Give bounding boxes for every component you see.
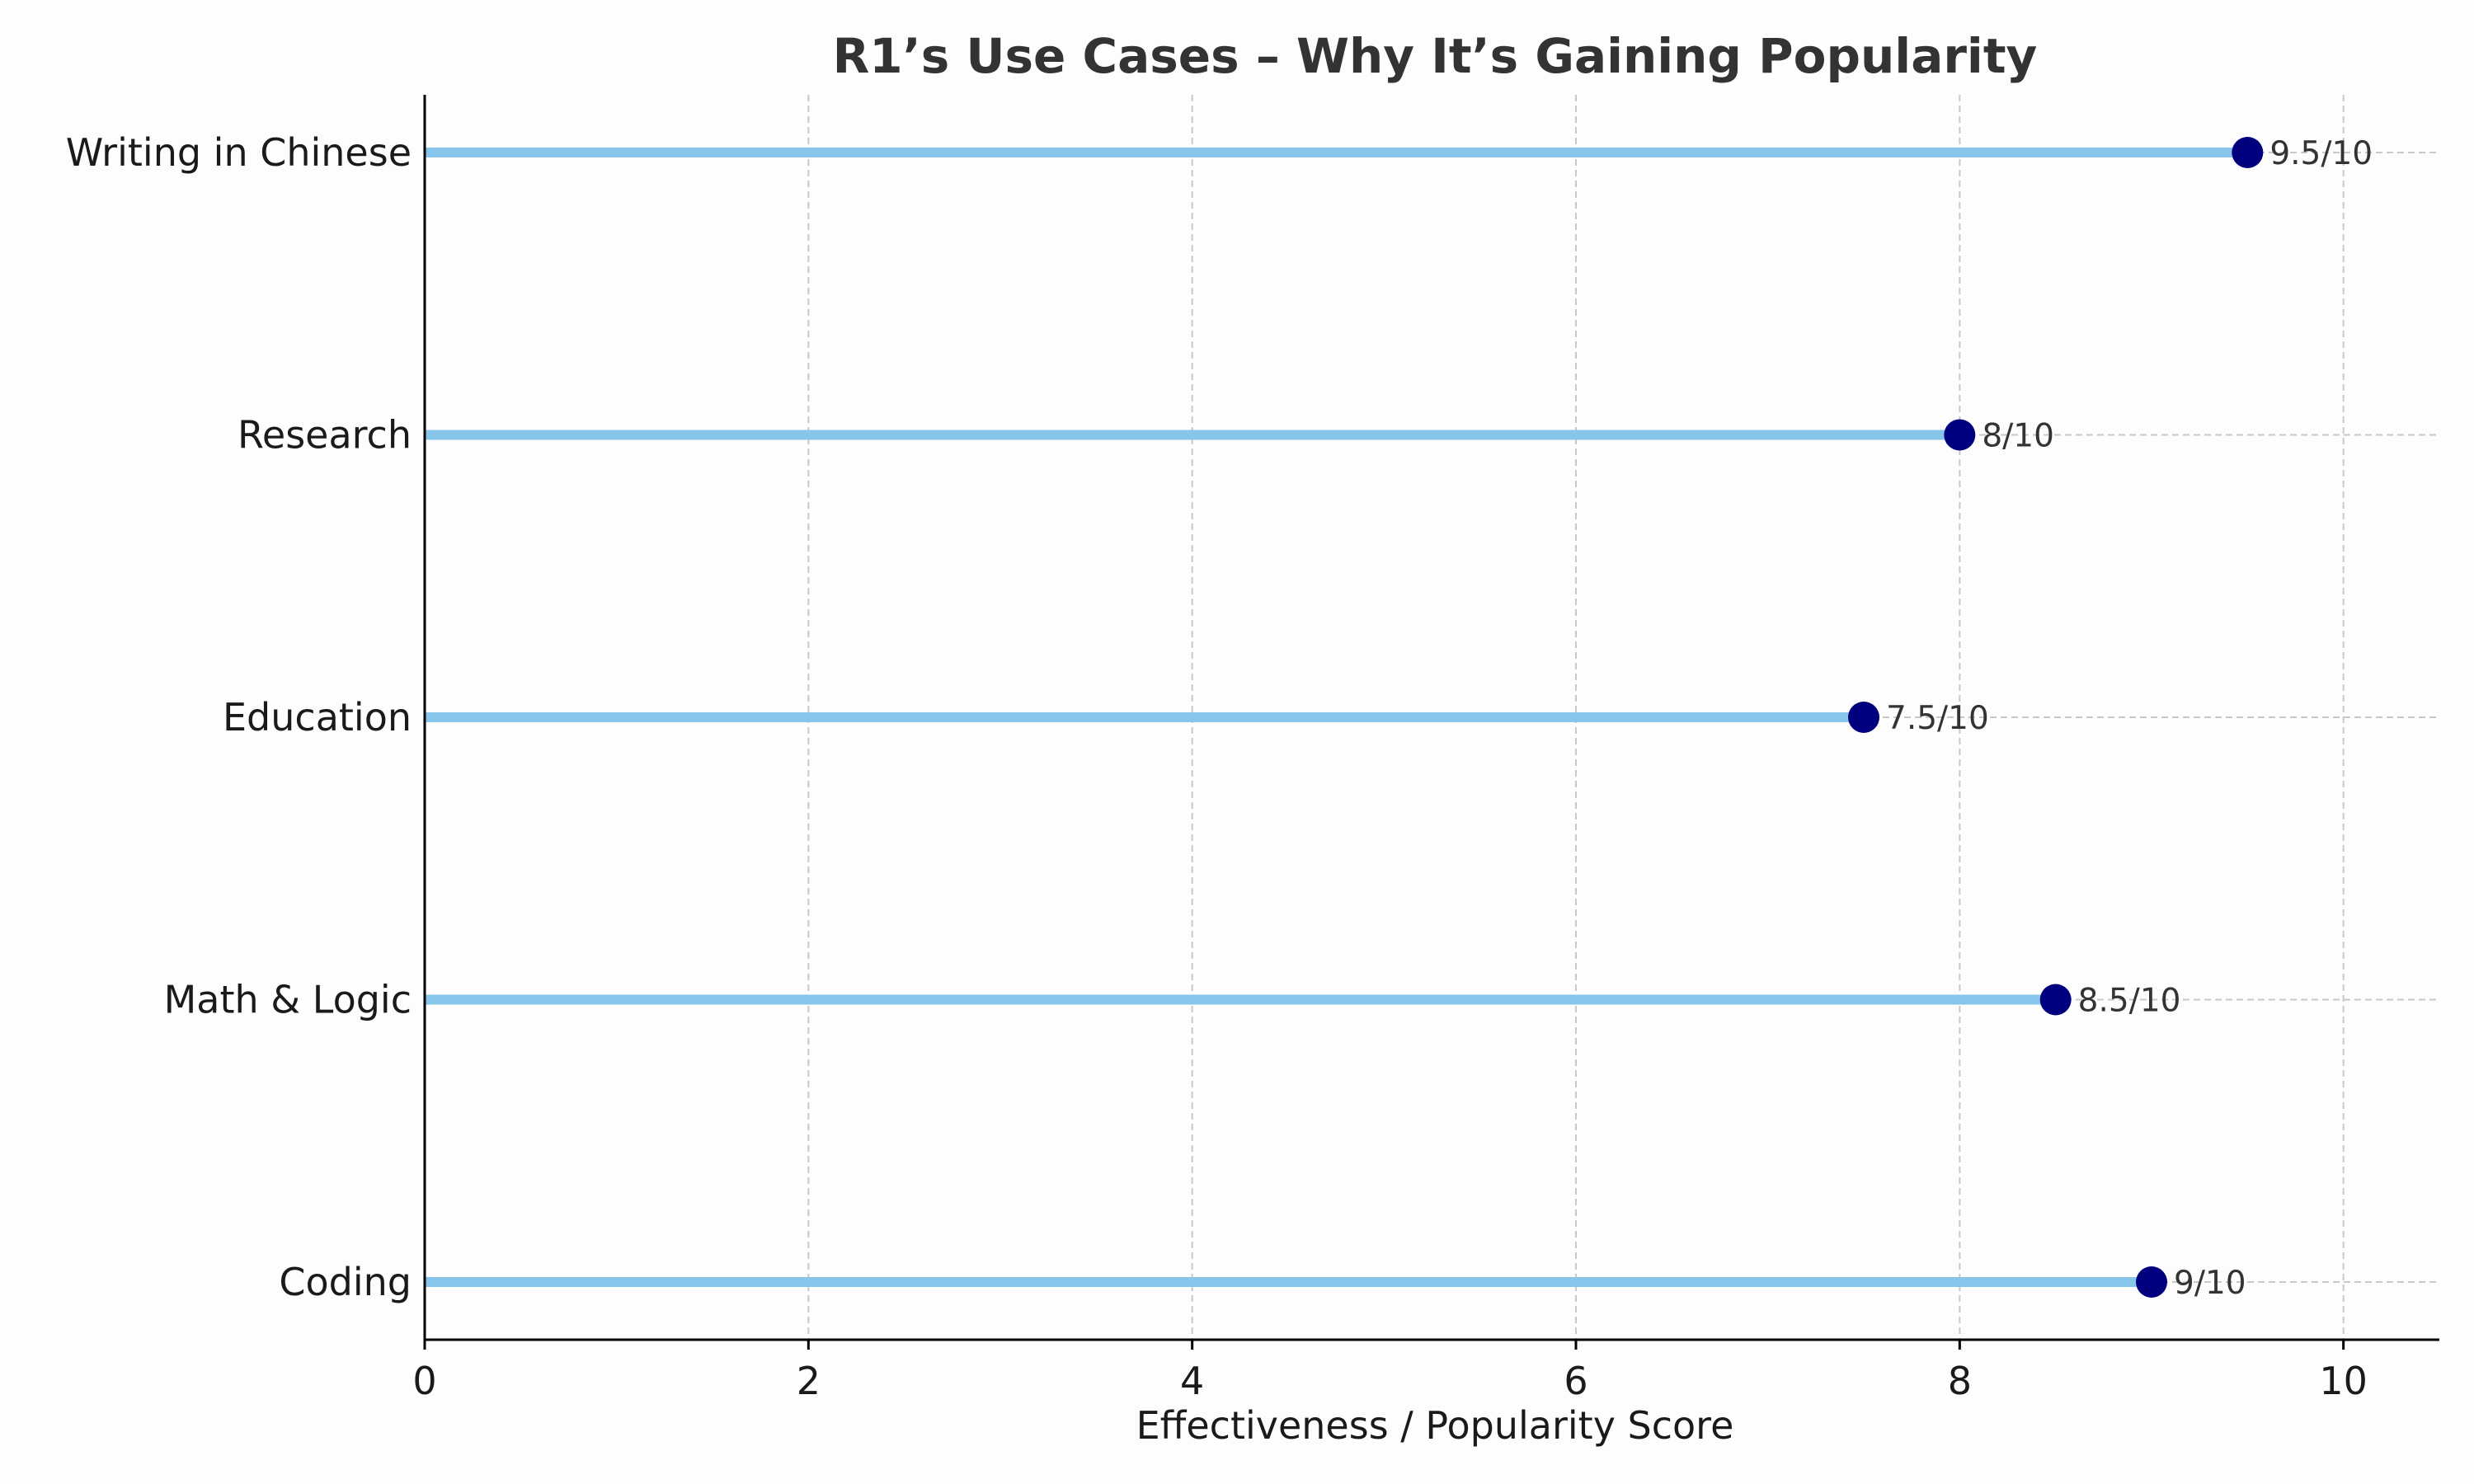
lollipop-marker [1944, 419, 1976, 451]
value-label: 8/10 [1982, 418, 2054, 455]
value-label: 8.5/10 [2078, 983, 2181, 1020]
x-tick-label: 8 [1948, 1359, 1972, 1403]
lollipop-marker [2232, 137, 2264, 168]
category-label: Math & Logic [164, 978, 412, 1022]
stem-layer [425, 148, 2248, 1287]
category-label: Coding [279, 1260, 412, 1304]
category-label: Writing in Chinese [66, 130, 412, 175]
category-label: Research [238, 413, 412, 458]
x-tick-layer: 0 2 4 6 8 10 [412, 1340, 2368, 1403]
axis-layer [423, 95, 2439, 1341]
x-axis-label: Effectiveness / Popularity Score [1136, 1403, 1734, 1448]
x-tick-label: 0 [412, 1359, 436, 1403]
lollipop-marker [1848, 702, 1879, 733]
value-label: 9/10 [2174, 1265, 2246, 1302]
x-tick-label: 10 [2319, 1359, 2368, 1403]
lollipop-marker [2136, 1266, 2167, 1298]
category-label: Education [223, 695, 412, 740]
x-tick-label: 6 [1564, 1359, 1587, 1403]
lollipop-marker [2039, 984, 2072, 1016]
x-tick-label: 4 [1180, 1359, 1204, 1403]
chart-title: R1’s Use Cases – Why It’s Gaining Popula… [833, 28, 2038, 84]
value-label: 9.5/10 [2269, 135, 2373, 172]
marker-layer [1848, 137, 2264, 1298]
value-label: 7.5/10 [1886, 700, 1989, 737]
x-tick-label: 2 [797, 1359, 821, 1403]
value-label-layer: 9/10 8.5/10 7.5/10 8/10 9.5/10 [1886, 135, 2373, 1302]
category-label-layer: Coding Math & Logic Education Research Writi… [66, 130, 412, 1304]
